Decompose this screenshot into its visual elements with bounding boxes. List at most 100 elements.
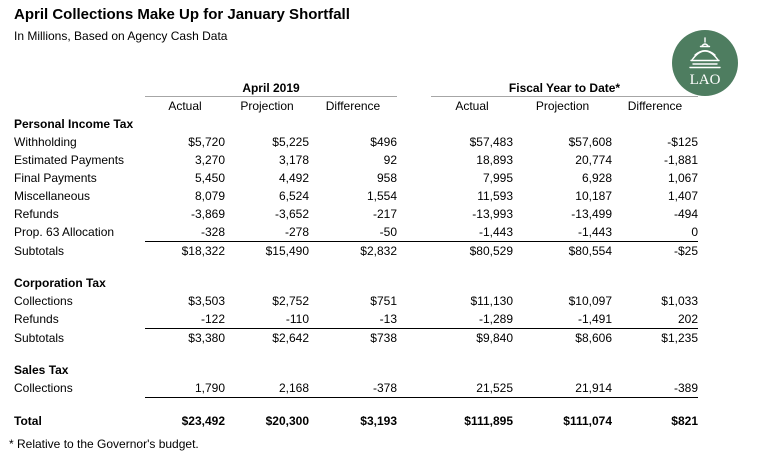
section-label: Sales Tax [14, 363, 69, 377]
cell: -389 [612, 379, 698, 398]
cell: $80,554 [568, 244, 612, 258]
column-header-projection-april: Projection [240, 99, 294, 113]
group-gap [397, 133, 431, 151]
group-header-row: April 2019 Fiscal Year to Date* [14, 80, 698, 97]
cell: 2,168 [225, 379, 309, 398]
table-row: Collections $3,503 $2,752 $751 $11,130 $… [14, 292, 698, 310]
spacer-row [14, 260, 698, 274]
column-header-row: Actual Projection Difference Actual Proj… [14, 97, 698, 116]
cell: 18,893 [476, 153, 513, 167]
cell: 11,593 [477, 189, 513, 203]
page-subtitle: In Millions, Based on Agency Cash Data [14, 29, 228, 43]
table-row: Final Payments 5,450 4,492 958 7,995 6,9… [14, 169, 698, 187]
row-label: Collections [14, 381, 73, 396]
cell: $5,225 [272, 135, 309, 149]
cell: 1,407 [667, 189, 698, 203]
row-label: Miscellaneous [14, 189, 91, 203]
column-header-actual-april: Actual [168, 99, 202, 113]
cell: 8,079 [194, 189, 225, 203]
group-header-spacer [14, 80, 145, 97]
table-row: Withholding $5,720 $5,225 $496 $57,483 $… [14, 133, 698, 151]
group-gap [397, 242, 431, 261]
group-gap [397, 80, 431, 97]
section-header-row: Corporation Tax [14, 274, 698, 292]
cell: 3,178 [278, 153, 309, 167]
row-label: Estimated Payments [14, 153, 125, 167]
cell: 92 [383, 153, 397, 167]
cell: 958 [376, 171, 397, 185]
cell: $496 [370, 135, 397, 149]
cell: $2,832 [360, 244, 397, 258]
group-gap [397, 329, 431, 348]
cell: 1,790 [145, 379, 225, 398]
section-header-row: Personal Income Tax [14, 115, 698, 133]
cell: -494 [673, 207, 698, 221]
table-row: Miscellaneous 8,079 6,524 1,554 11,593 1… [14, 187, 698, 205]
cell: -328 [145, 223, 225, 242]
cell: -1,881 [663, 153, 698, 167]
cell: 202 [612, 310, 698, 329]
collections-table: April 2019 Fiscal Year to Date* Actual P… [14, 80, 698, 430]
cell: 0 [612, 223, 698, 242]
table-row: Refunds -122 -110 -13 -1,289 -1,491 202 [14, 310, 698, 329]
row-label: Withholding [14, 135, 77, 149]
cell: -13,993 [472, 207, 513, 221]
group-header-april: April 2019 [145, 80, 397, 97]
cell: 6,524 [278, 189, 309, 203]
cell: -1,443 [513, 223, 612, 242]
capitol-dome-icon: LAO [672, 30, 738, 96]
cell: 6,928 [581, 171, 612, 185]
group-gap [397, 379, 431, 398]
cell: -13,499 [571, 207, 612, 221]
cell: -217 [372, 207, 397, 221]
cell: $9,840 [476, 331, 513, 345]
row-label: Collections [14, 294, 73, 308]
subtotal-row: Subtotals $3,380 $2,642 $738 $9,840 $8,6… [14, 329, 698, 348]
row-label: Subtotals [14, 330, 65, 345]
spacer-row [14, 398, 698, 413]
cell: $18,322 [181, 244, 225, 258]
column-header-spacer [14, 97, 145, 116]
row-label: Subtotals [14, 243, 65, 258]
group-gap [397, 292, 431, 310]
table-row: Refunds -3,869 -3,652 -217 -13,993 -13,4… [14, 205, 698, 223]
cell: $1,033 [661, 294, 698, 308]
cell: 3,270 [194, 153, 225, 167]
column-header-actual-fytd: Actual [455, 99, 489, 113]
table-row: Prop. 63 Allocation -328 -278 -50 -1,443… [14, 223, 698, 242]
group-gap [397, 223, 431, 242]
cell: $57,483 [469, 135, 513, 149]
cell: -3,869 [190, 207, 225, 221]
cell: -1,491 [513, 310, 612, 329]
spacer-row [14, 347, 698, 361]
cell: -$125 [667, 135, 698, 149]
total-row: Total $23,492 $20,300 $3,193 $111,895 $1… [14, 412, 698, 430]
cell: $111,895 [464, 414, 513, 428]
cell: -278 [225, 223, 309, 242]
group-gap [397, 169, 431, 187]
cell: 4,492 [278, 171, 309, 185]
cell: $738 [370, 331, 397, 345]
group-gap [397, 97, 431, 116]
section-label: Corporation Tax [14, 276, 106, 290]
cell: -1,289 [431, 310, 513, 329]
cell: -1,443 [431, 223, 513, 242]
cell: 10,187 [575, 189, 612, 203]
cell: $8,606 [575, 331, 612, 345]
cell: 5,450 [194, 171, 225, 185]
subtotal-row: Subtotals $18,322 $15,490 $2,832 $80,529… [14, 242, 698, 261]
section-header-row: Sales Tax [14, 361, 698, 379]
cell: -3,652 [274, 207, 309, 221]
cell: -50 [309, 223, 397, 242]
cell: $821 [671, 414, 698, 428]
cell: $1,235 [661, 331, 698, 345]
group-gap [397, 187, 431, 205]
page-title: April Collections Make Up for January Sh… [14, 6, 350, 23]
cell: $11,130 [470, 294, 514, 308]
cell: $2,752 [272, 294, 309, 308]
cell: $3,380 [188, 331, 225, 345]
group-gap [397, 310, 431, 329]
cell: $20,300 [265, 414, 309, 428]
column-header-difference-fytd: Difference [627, 99, 683, 113]
